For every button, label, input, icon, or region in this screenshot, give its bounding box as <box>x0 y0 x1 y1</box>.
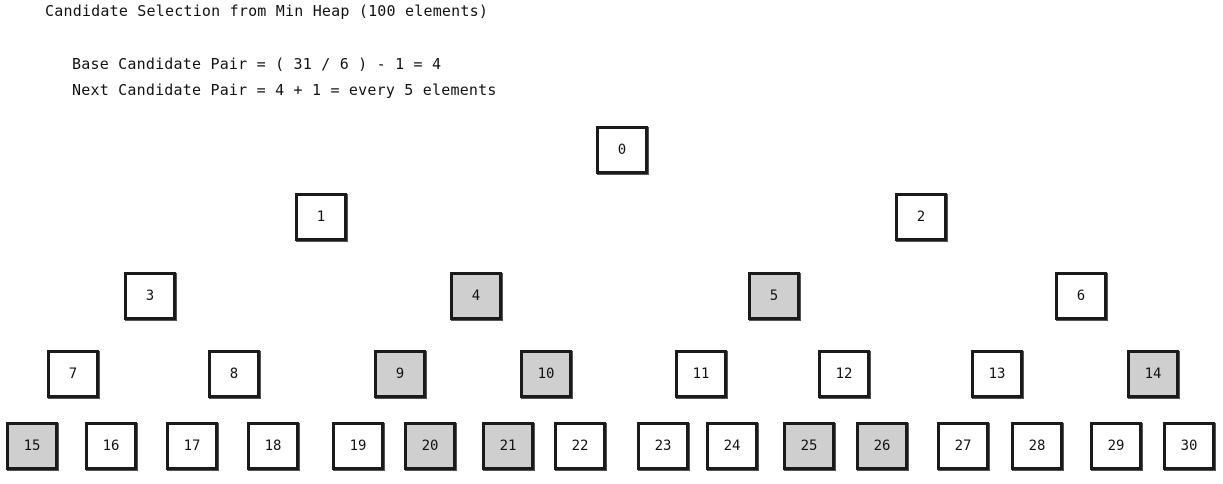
heap-node-28: 28 <box>1011 422 1063 470</box>
heap-node-30: 30 <box>1163 422 1215 470</box>
heap-node-9: 9 <box>374 350 426 398</box>
heap-node-16: 16 <box>85 422 137 470</box>
heap-node-12: 12 <box>818 350 870 398</box>
heap-node-2: 2 <box>895 193 947 241</box>
heap-node-15: 15 <box>6 422 58 470</box>
heap-node-22: 22 <box>554 422 606 470</box>
heap-node-7: 7 <box>47 350 99 398</box>
heap-node-3: 3 <box>124 272 176 320</box>
heap-node-27: 27 <box>937 422 989 470</box>
heap-node-14: 14 <box>1127 350 1179 398</box>
heap-node-21: 21 <box>482 422 534 470</box>
heap-node-26: 26 <box>856 422 908 470</box>
heap-node-0: 0 <box>596 126 648 174</box>
heap-node-6: 6 <box>1055 272 1107 320</box>
next-candidate-formula: Next Candidate Pair = 4 + 1 = every 5 el… <box>72 81 497 99</box>
heap-node-29: 29 <box>1090 422 1142 470</box>
heap-node-4: 4 <box>450 272 502 320</box>
heap-node-24: 24 <box>706 422 758 470</box>
diagram-title: Candidate Selection from Min Heap (100 e… <box>45 2 489 20</box>
base-candidate-formula: Base Candidate Pair = ( 31 / 6 ) - 1 = 4 <box>72 55 442 73</box>
heap-node-5: 5 <box>748 272 800 320</box>
heap-node-20: 20 <box>404 422 456 470</box>
heap-node-8: 8 <box>208 350 260 398</box>
heap-node-17: 17 <box>166 422 218 470</box>
heap-node-10: 10 <box>520 350 572 398</box>
heap-node-18: 18 <box>247 422 299 470</box>
heap-node-23: 23 <box>637 422 689 470</box>
heap-node-11: 11 <box>675 350 727 398</box>
heap-node-19: 19 <box>332 422 384 470</box>
heap-node-25: 25 <box>783 422 835 470</box>
heap-node-1: 1 <box>295 193 347 241</box>
heap-node-13: 13 <box>971 350 1023 398</box>
